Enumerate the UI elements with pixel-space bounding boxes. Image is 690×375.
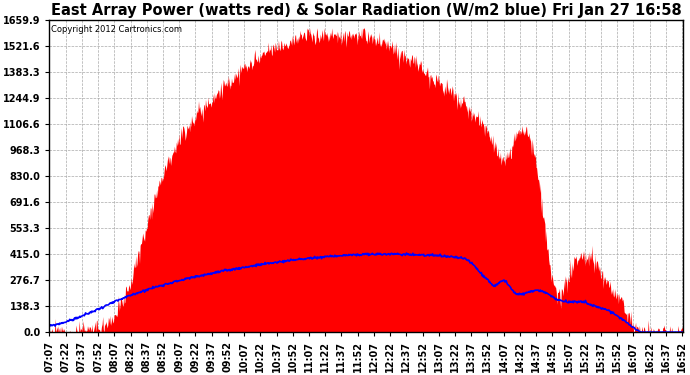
Title: East Array Power (watts red) & Solar Radiation (W/m2 blue) Fri Jan 27 16:58: East Array Power (watts red) & Solar Rad… xyxy=(51,3,682,18)
Text: Copyright 2012 Cartronics.com: Copyright 2012 Cartronics.com xyxy=(50,25,181,34)
